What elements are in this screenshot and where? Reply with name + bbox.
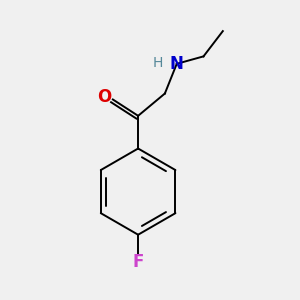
Text: F: F xyxy=(132,253,144,271)
Text: H: H xyxy=(152,56,163,70)
Text: N: N xyxy=(170,55,184,73)
Text: O: O xyxy=(98,88,112,106)
